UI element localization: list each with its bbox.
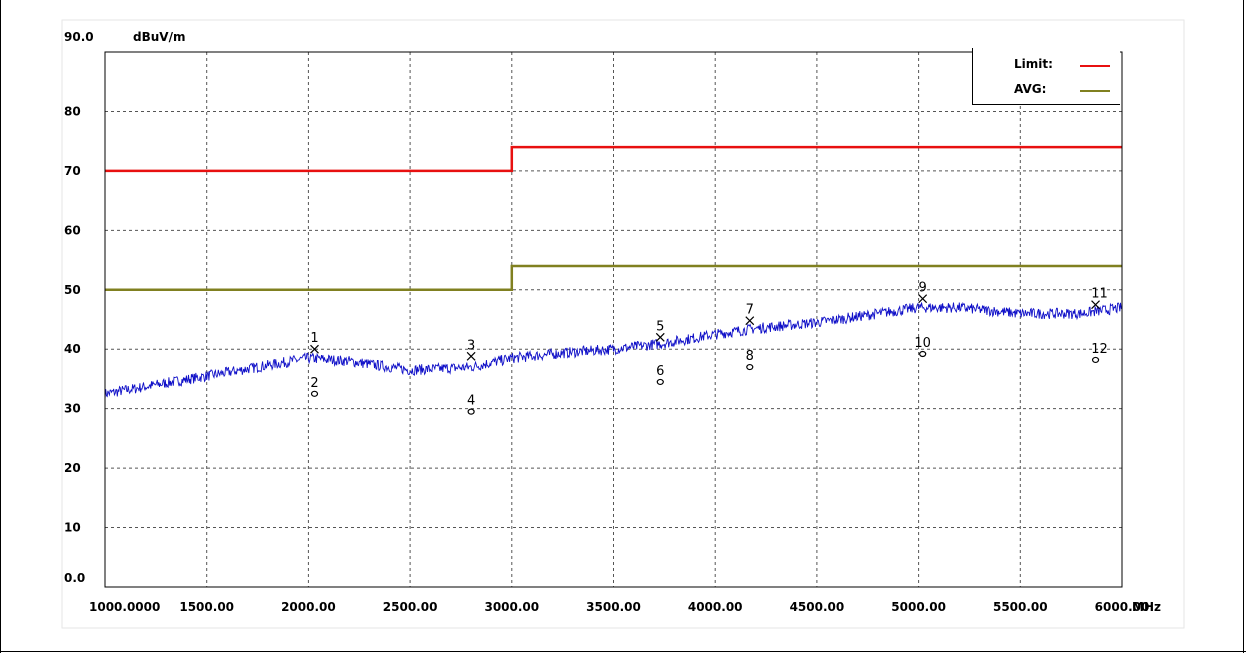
series-line-avg [105, 264, 1122, 292]
x-tick-label-5500.00: 5500.00 [993, 600, 1048, 614]
marker-x-9 [918, 294, 928, 304]
marker-label-11: 11 [1091, 287, 1108, 302]
marker-label-7: 7 [746, 303, 754, 318]
legend-label-avg: AVG: [1014, 82, 1046, 96]
chart-panel [61, 19, 1185, 629]
legend-box [972, 48, 1120, 105]
x-tick-label-2000.00: 2000.00 [281, 600, 336, 614]
x-tick-label-4000.00: 4000.00 [688, 600, 743, 614]
y-tick-label-60: 60 [64, 223, 81, 237]
y-tick-label-10: 10 [64, 521, 81, 535]
y-tick-label-50: 50 [64, 283, 81, 297]
y-tick-label-20: 20 [64, 461, 81, 475]
marker-x-11 [1091, 300, 1100, 310]
series-line-trace [104, 302, 1123, 400]
marker-x-stroke-b [466, 351, 476, 361]
x-tick-label-1500.00: 1500.00 [179, 600, 234, 614]
marker-o-2 [310, 390, 319, 397]
marker-label-12: 12 [1091, 342, 1108, 357]
marker-o-12 [1091, 356, 1100, 364]
marker-o-8 [746, 363, 754, 371]
legend-label-limit: Limit: [1014, 57, 1053, 71]
marker-label-2: 2 [310, 376, 318, 391]
marker-label-9: 9 [919, 281, 927, 296]
marker-label-1: 1 [310, 331, 318, 346]
axes-layer [104, 51, 1123, 588]
x-axis-unit-label: MHz [1132, 600, 1161, 614]
y-axis-bottom-label: 0.0 [64, 571, 85, 585]
legend: Limit: AVG: [972, 48, 1120, 105]
marker-x-stroke-b [745, 316, 755, 326]
marker-x-stroke-b [655, 332, 665, 342]
x-tick-label-3500.00: 3500.00 [586, 600, 641, 614]
plot-area-border [104, 51, 1123, 588]
x-tick-label-2500.00: 2500.00 [383, 600, 438, 614]
y-tick-labels: 80 70 60 50 40 30 20 10 [64, 104, 81, 534]
x-tick-label-4500.00: 4500.00 [790, 600, 845, 614]
marker-x-stroke-b [918, 294, 928, 304]
marker-label-10: 10 [914, 336, 931, 351]
x-tick-labels: 1000.0000 1500.00 2000.00 2500.00 3000.00 350… [89, 600, 1149, 614]
marker-o-10 [919, 350, 927, 358]
marker-o-4 [467, 408, 475, 415]
x-tick-label-6000.00: 6000.00 [1095, 600, 1150, 614]
marker-label-3: 3 [467, 338, 475, 353]
marker-x-stroke-b [1091, 300, 1100, 310]
x-tick-label-5000.00: 5000.00 [891, 600, 946, 614]
x-tick-label-1000.0000: 1000.0000 [89, 600, 160, 614]
x-tick-label-3000.00: 3000.00 [484, 600, 539, 614]
y-tick-label-70: 70 [64, 164, 81, 178]
marker-o-6 [656, 378, 664, 386]
marker-x-1 [310, 344, 319, 354]
marker-label-4: 4 [467, 394, 475, 409]
y-tick-label-30: 30 [64, 402, 81, 416]
marker-label-6: 6 [656, 364, 664, 379]
marker-x-5 [655, 332, 665, 342]
y-tick-label-80: 80 [64, 104, 81, 118]
marker-x-7 [745, 316, 755, 326]
marker-label-8: 8 [746, 349, 754, 364]
y-tick-label-40: 40 [64, 342, 81, 356]
marker-label-5: 5 [656, 319, 664, 334]
marker-x-stroke-b [310, 344, 319, 354]
y-axis-top-label: 90.0 [64, 30, 94, 44]
series-line-limit [105, 145, 1122, 173]
y-axis-unit-label: dBuV/m [133, 30, 185, 44]
marker-x-3 [466, 351, 476, 361]
series-layer [104, 145, 1123, 400]
